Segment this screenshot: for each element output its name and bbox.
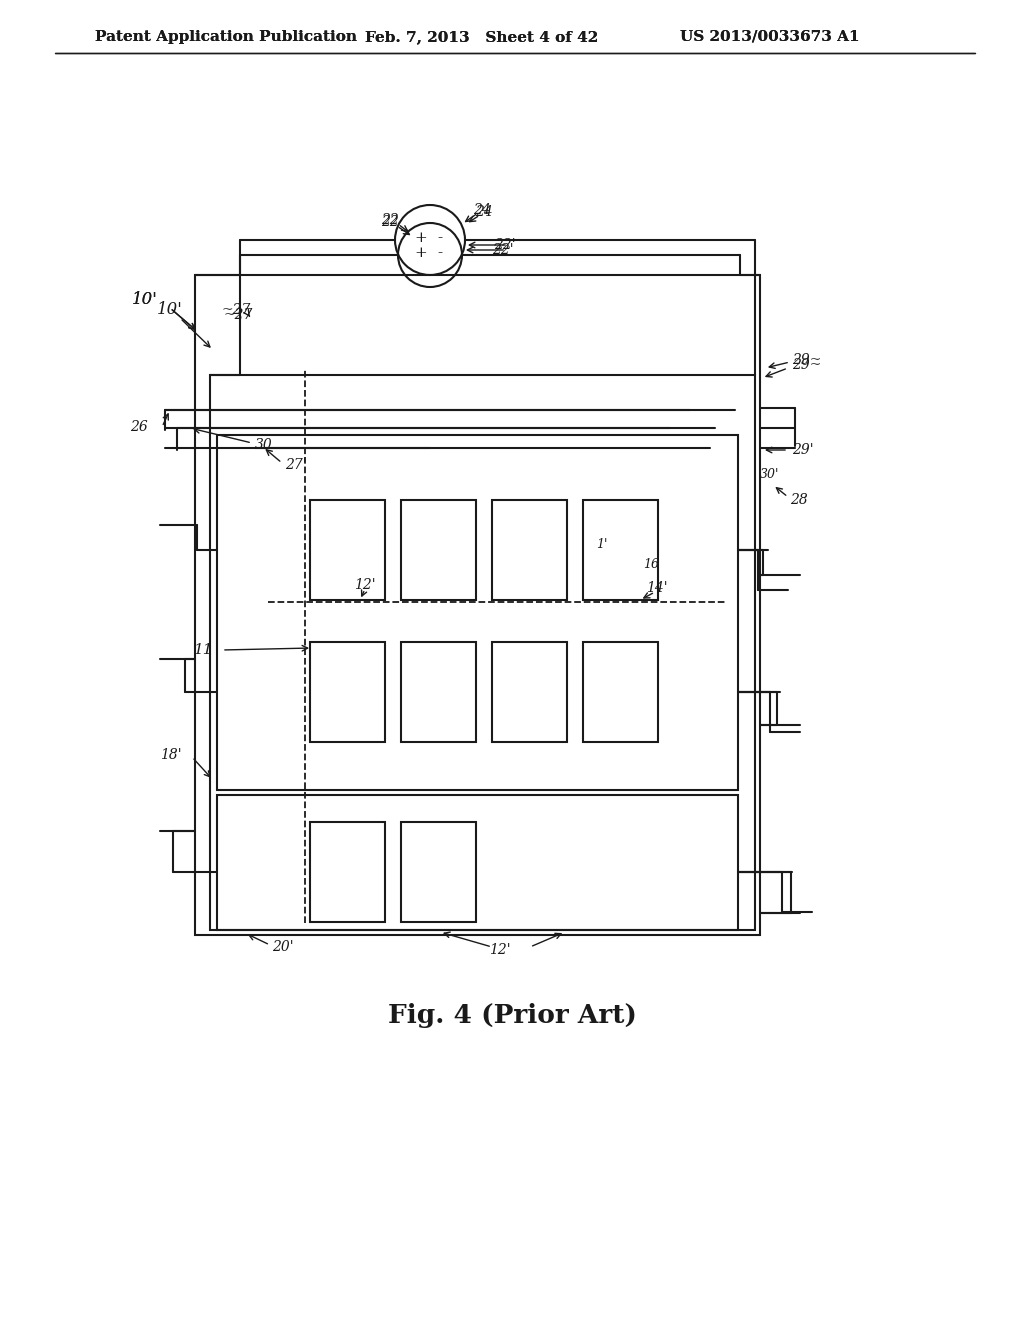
Text: ~27: ~27 — [222, 304, 251, 317]
Text: 27': 27' — [285, 458, 306, 473]
Text: 18': 18' — [161, 748, 182, 762]
Bar — [401, 822, 476, 921]
Text: 12': 12' — [354, 578, 376, 591]
Bar — [195, 275, 760, 935]
Text: 29~: 29~ — [792, 352, 821, 367]
Bar — [310, 642, 385, 742]
Text: 11: 11 — [194, 643, 213, 657]
Text: 14': 14' — [646, 581, 668, 595]
Text: 22: 22 — [381, 213, 399, 227]
Text: 22': 22' — [492, 243, 514, 257]
Text: 30: 30 — [255, 438, 272, 451]
Text: ~27: ~27 — [224, 308, 253, 322]
Text: 22: 22 — [381, 215, 399, 228]
Text: +: + — [415, 246, 427, 260]
Bar — [310, 500, 385, 601]
Text: -: - — [437, 231, 442, 246]
Text: US 2013/0033673 A1: US 2013/0033673 A1 — [680, 30, 859, 44]
Text: 10': 10' — [157, 301, 183, 318]
Text: 28: 28 — [790, 492, 808, 507]
Bar — [583, 642, 658, 742]
Bar — [401, 500, 476, 601]
Text: Patent Application Publication: Patent Application Publication — [95, 30, 357, 44]
Text: US 2013/0033673 A1: US 2013/0033673 A1 — [680, 30, 859, 44]
Text: 1': 1' — [596, 537, 607, 550]
Bar — [217, 436, 738, 789]
Text: 20': 20' — [272, 940, 294, 954]
Text: +: + — [415, 231, 427, 246]
Bar — [583, 500, 658, 601]
Text: 12': 12' — [489, 942, 511, 957]
Text: Feb. 7, 2013   Sheet 4 of 42: Feb. 7, 2013 Sheet 4 of 42 — [365, 30, 598, 44]
Bar — [217, 795, 738, 931]
Text: -: - — [437, 246, 442, 260]
Bar — [310, 822, 385, 921]
Text: 24: 24 — [473, 203, 490, 216]
Text: Fig. 4 (Prior Art): Fig. 4 (Prior Art) — [387, 1002, 637, 1027]
Text: 10': 10' — [132, 292, 158, 309]
Text: 30': 30' — [760, 469, 779, 482]
Bar — [492, 500, 567, 601]
Bar — [210, 375, 755, 931]
Text: Patent Application Publication: Patent Application Publication — [95, 30, 357, 44]
Bar — [401, 642, 476, 742]
Text: 29': 29' — [792, 444, 814, 457]
Text: 16: 16 — [643, 558, 659, 572]
Text: Feb. 7, 2013   Sheet 4 of 42: Feb. 7, 2013 Sheet 4 of 42 — [365, 30, 598, 44]
Bar — [492, 642, 567, 742]
Text: 10': 10' — [132, 292, 158, 309]
Text: 29~: 29~ — [792, 358, 821, 372]
Text: 24: 24 — [475, 205, 493, 219]
Text: 22': 22' — [494, 238, 516, 252]
Text: 26: 26 — [130, 420, 148, 434]
